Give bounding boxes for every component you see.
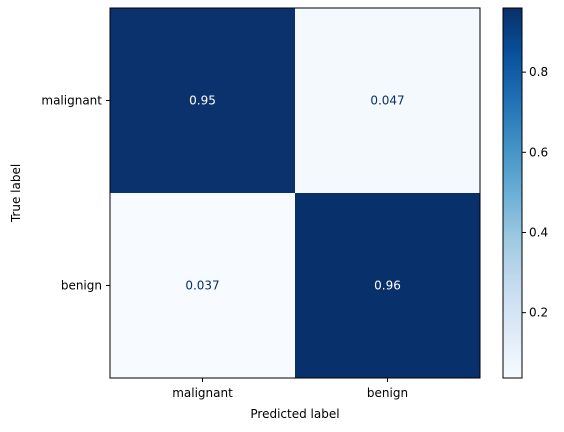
- colorbar-frame: [502, 7, 523, 379]
- colorbar: [503, 8, 522, 378]
- plot-frame: [109, 7, 481, 379]
- colorbar-tick-label: 0.4: [529, 225, 548, 239]
- x-axis-label: Predicted label: [250, 407, 339, 421]
- cell-value-label: 0.96: [374, 279, 401, 293]
- heatmap-cell: [110, 193, 295, 378]
- y-axis: malignant benign: [41, 94, 110, 293]
- cell-value-label: 0.95: [189, 94, 216, 108]
- colorbar-ticks: 0.2 0.4 0.6 0.8: [522, 65, 548, 320]
- heatmap-cell: [295, 8, 480, 193]
- heatmap-cell: [295, 193, 480, 378]
- x-tick-label: benign: [367, 386, 408, 400]
- y-axis-label: True label: [9, 164, 23, 223]
- cell-value-label: 0.047: [370, 94, 404, 108]
- colorbar-tick-label: 0.6: [529, 145, 548, 159]
- heatmap-cell-labels: 0.95 0.047 0.037 0.96: [185, 94, 404, 293]
- cell-value-label: 0.037: [185, 279, 219, 293]
- colorbar-tick-label: 0.2: [529, 306, 548, 320]
- y-tick-label: benign: [61, 279, 102, 293]
- heatmap-cell: [110, 8, 295, 193]
- heatmap-cells: [110, 8, 480, 378]
- y-tick-label: malignant: [41, 94, 102, 108]
- x-tick-label: malignant: [172, 386, 233, 400]
- colorbar-tick-label: 0.8: [529, 65, 548, 79]
- x-axis: malignant benign: [172, 378, 408, 400]
